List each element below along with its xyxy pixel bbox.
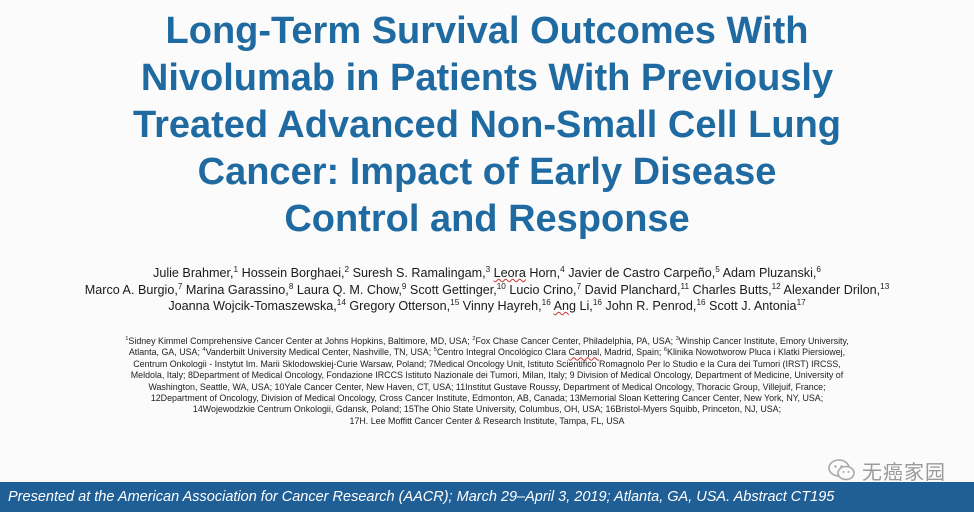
title-line: Long-Term Survival Outcomes With — [165, 10, 809, 52]
affiliation-line: 17H. Lee Moffitt Cancer Center & Researc… — [349, 415, 625, 426]
footer-banner: Presented at the American Association fo… — [0, 482, 974, 512]
affiliation-list: 1Sidney Kimmel Comprehensive Cancer Cent… — [10, 336, 964, 427]
author-list: Julie Brahmer,1 Hossein Borghaei,2 Sures… — [10, 265, 964, 315]
footer-text: Presented at the American Association fo… — [8, 489, 835, 505]
author-line: Julie Brahmer,1 Hossein Borghaei,2 Sures… — [153, 264, 821, 280]
wechat-icon — [828, 459, 855, 481]
affiliation-line: Washington, Seattle, WA, USA; 10Yale Can… — [148, 381, 826, 392]
watermark-text: 无癌家园 — [862, 461, 946, 484]
affiliation-line: Atlanta, GA, USA; 4Vanderbilt University… — [128, 347, 846, 358]
author-line: Marco A. Burgio,7 Marina Garassino,8 Lau… — [84, 281, 890, 297]
affiliation-line: 14Wojewodzkie Centrum Onkologii, Gdansk,… — [192, 404, 782, 415]
affiliation-line: 1Sidney Kimmel Comprehensive Cancer Cent… — [125, 336, 849, 346]
affiliation-line: 12Department of Oncology, Division of Me… — [150, 393, 824, 404]
author-line: Joanna Wojcik-Tomaszewska,14 Gregory Ott… — [168, 297, 806, 313]
affiliation-line: Meldola, Italy; 8Department of Medical O… — [130, 370, 844, 381]
title-line: Cancer: Impact of Early Disease — [197, 151, 777, 193]
affiliation-line: Centrum Onkologii - Instytut Im. Marii S… — [133, 358, 841, 369]
title-line: Nivolumab in Patients With Previously — [140, 57, 834, 99]
title-line: Treated Advanced Non-Small Cell Lung — [132, 104, 842, 146]
title-line: Control and Response — [284, 198, 690, 240]
poster-title: Long-Term Survival Outcomes With Nivolum… — [20, 8, 954, 243]
watermark: 无癌家园 — [828, 456, 946, 484]
